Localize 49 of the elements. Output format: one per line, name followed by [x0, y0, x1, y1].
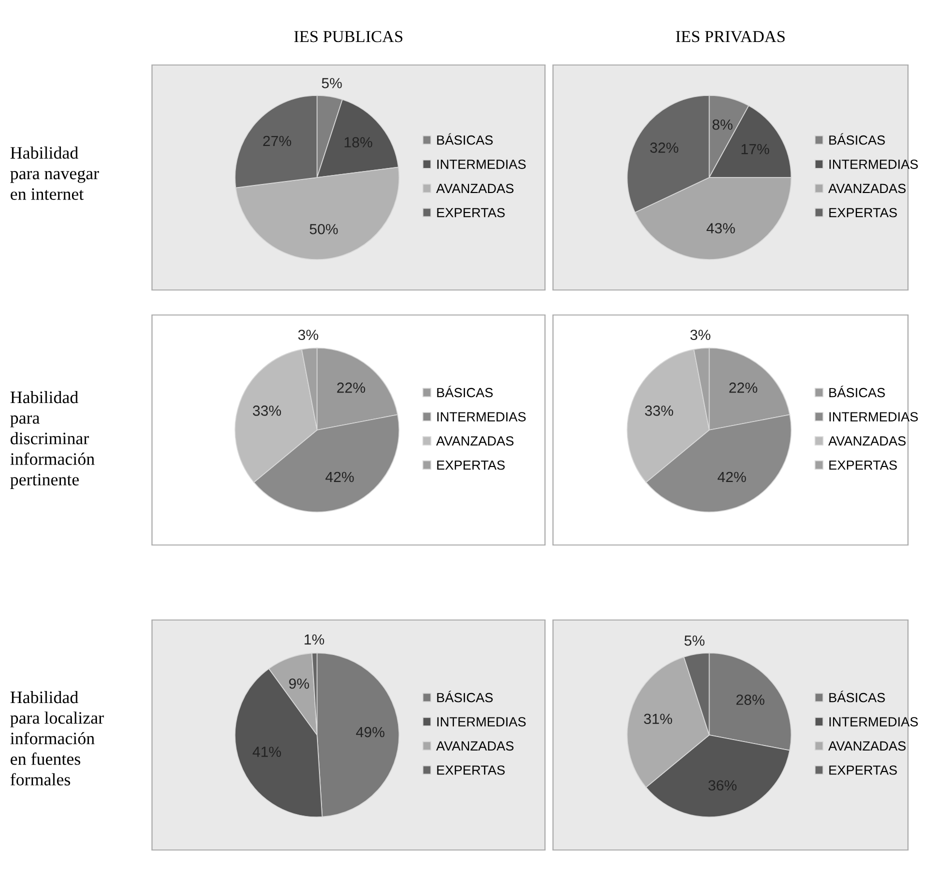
- data-label: 42%: [325, 472, 354, 482]
- data-label: 31%: [644, 714, 672, 724]
- legend-label: EXPERTAS: [437, 208, 505, 218]
- legend-label: AVANZADAS: [828, 436, 906, 446]
- data-label: 28%: [736, 694, 764, 705]
- legend-label: AVANZADAS: [436, 184, 514, 194]
- legend-label: BÁSICAS: [437, 133, 493, 145]
- legend-label: BÁSICAS: [829, 133, 885, 145]
- data-label: 22%: [337, 382, 366, 393]
- legend-label: BÁSICAS: [437, 690, 493, 702]
- legend-label: EXPERTAS: [829, 765, 897, 775]
- data-label: 42%: [718, 472, 746, 482]
- legend-label: INTERMEDIAS: [829, 717, 918, 726]
- data-label: 3%: [690, 330, 710, 340]
- legend-label: AVANZADAS: [828, 184, 906, 194]
- data-label: 33%: [252, 406, 281, 416]
- data-label: 43%: [706, 223, 735, 234]
- legend-label: INTERMEDIAS: [437, 160, 526, 169]
- legend-label: EXPERTAS: [829, 208, 897, 218]
- legend-label: AVANZADAS: [436, 741, 514, 751]
- data-label: 32%: [650, 142, 678, 153]
- data-label: 5%: [322, 78, 342, 88]
- legend-label: INTERMEDIAS: [437, 412, 526, 422]
- data-label: 33%: [645, 406, 674, 416]
- chart-title: IES PUBLICAS: [294, 30, 402, 42]
- legend-label: BÁSICAS: [829, 386, 885, 398]
- legend-label: INTERMEDIAS: [829, 412, 918, 422]
- data-label: 9%: [289, 678, 310, 689]
- text: Habilidad para navegar en internet: [10, 146, 99, 200]
- data-label: 1%: [304, 634, 324, 645]
- legend-label: EXPERTAS: [437, 460, 505, 470]
- data-label: 5%: [684, 636, 704, 646]
- text: Habilidad para discriminar información pertinente: [10, 391, 95, 489]
- data-label: 27%: [263, 136, 292, 146]
- legend-label: BÁSICAS: [437, 386, 493, 398]
- data-label: 50%: [310, 224, 338, 234]
- legend-label: AVANZADAS: [828, 741, 906, 751]
- data-label: 3%: [298, 330, 318, 340]
- legend-label: INTERMEDIAS: [437, 717, 526, 726]
- data-label: 49%: [356, 726, 384, 738]
- chart-title: IES PRIVADAS: [676, 30, 785, 42]
- legend-label: INTERMEDIAS: [829, 160, 918, 169]
- legend-label: EXPERTAS: [829, 460, 897, 470]
- data-label: 8%: [712, 119, 732, 130]
- data-label: 22%: [729, 382, 758, 393]
- legend-label: EXPERTAS: [437, 765, 505, 775]
- legend-label: BÁSICAS: [829, 690, 885, 702]
- legend-label: AVANZADAS: [436, 436, 514, 446]
- text: Habilidad para localizar información en fuentes formales: [10, 691, 104, 786]
